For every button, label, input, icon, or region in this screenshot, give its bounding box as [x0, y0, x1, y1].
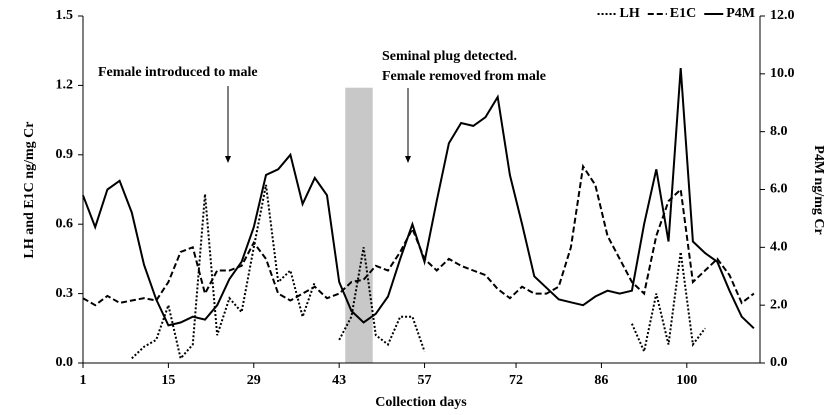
y2-tick-label: 0.0 — [770, 355, 788, 370]
annotation-arrowhead — [405, 156, 411, 163]
y2-tick-label: 6.0 — [770, 182, 788, 197]
x-tick-label: 43 — [332, 373, 346, 388]
legend-label: LH — [620, 6, 640, 21]
y-tick-label: 0.9 — [56, 147, 74, 162]
y2-tick-label: 12.0 — [770, 8, 795, 23]
y2-tick-label: 4.0 — [770, 240, 788, 255]
x-tick-label: 1 — [80, 373, 87, 388]
y2-tick-label: 8.0 — [770, 124, 788, 139]
y2-axis-title: P4M ng/mg Cr — [811, 145, 826, 234]
y-axis-title: LH and E1C ng/mg Cr — [22, 122, 37, 259]
annotation: Female introduced to male — [98, 65, 258, 80]
series-line — [82, 163, 755, 307]
series-line — [131, 184, 706, 361]
annotation-arrowhead — [225, 156, 231, 163]
x-tick-label: 86 — [594, 373, 608, 388]
series-line — [82, 68, 755, 330]
x-axis-title: Collection days — [375, 395, 467, 410]
y-tick-label: 0.0 — [56, 355, 74, 370]
y-tick-label: 0.3 — [56, 286, 74, 301]
y-tick-label: 1.2 — [56, 78, 74, 93]
y-tick-label: 0.6 — [56, 216, 74, 231]
x-tick-label: 57 — [418, 373, 432, 388]
y2-tick-label: 2.0 — [770, 297, 788, 312]
y-tick-label: 1.5 — [56, 8, 74, 23]
annotation: Seminal plug detected. — [382, 49, 517, 64]
x-tick-label: 100 — [676, 373, 697, 388]
annotation: Female removed from male — [382, 69, 546, 84]
legend-label: P4M — [726, 6, 755, 21]
x-tick-label: 29 — [247, 373, 261, 388]
x-tick-label: 72 — [509, 373, 523, 388]
legend-label: E1C — [670, 6, 696, 21]
y2-tick-label: 10.0 — [770, 66, 795, 81]
x-tick-label: 15 — [161, 373, 175, 388]
